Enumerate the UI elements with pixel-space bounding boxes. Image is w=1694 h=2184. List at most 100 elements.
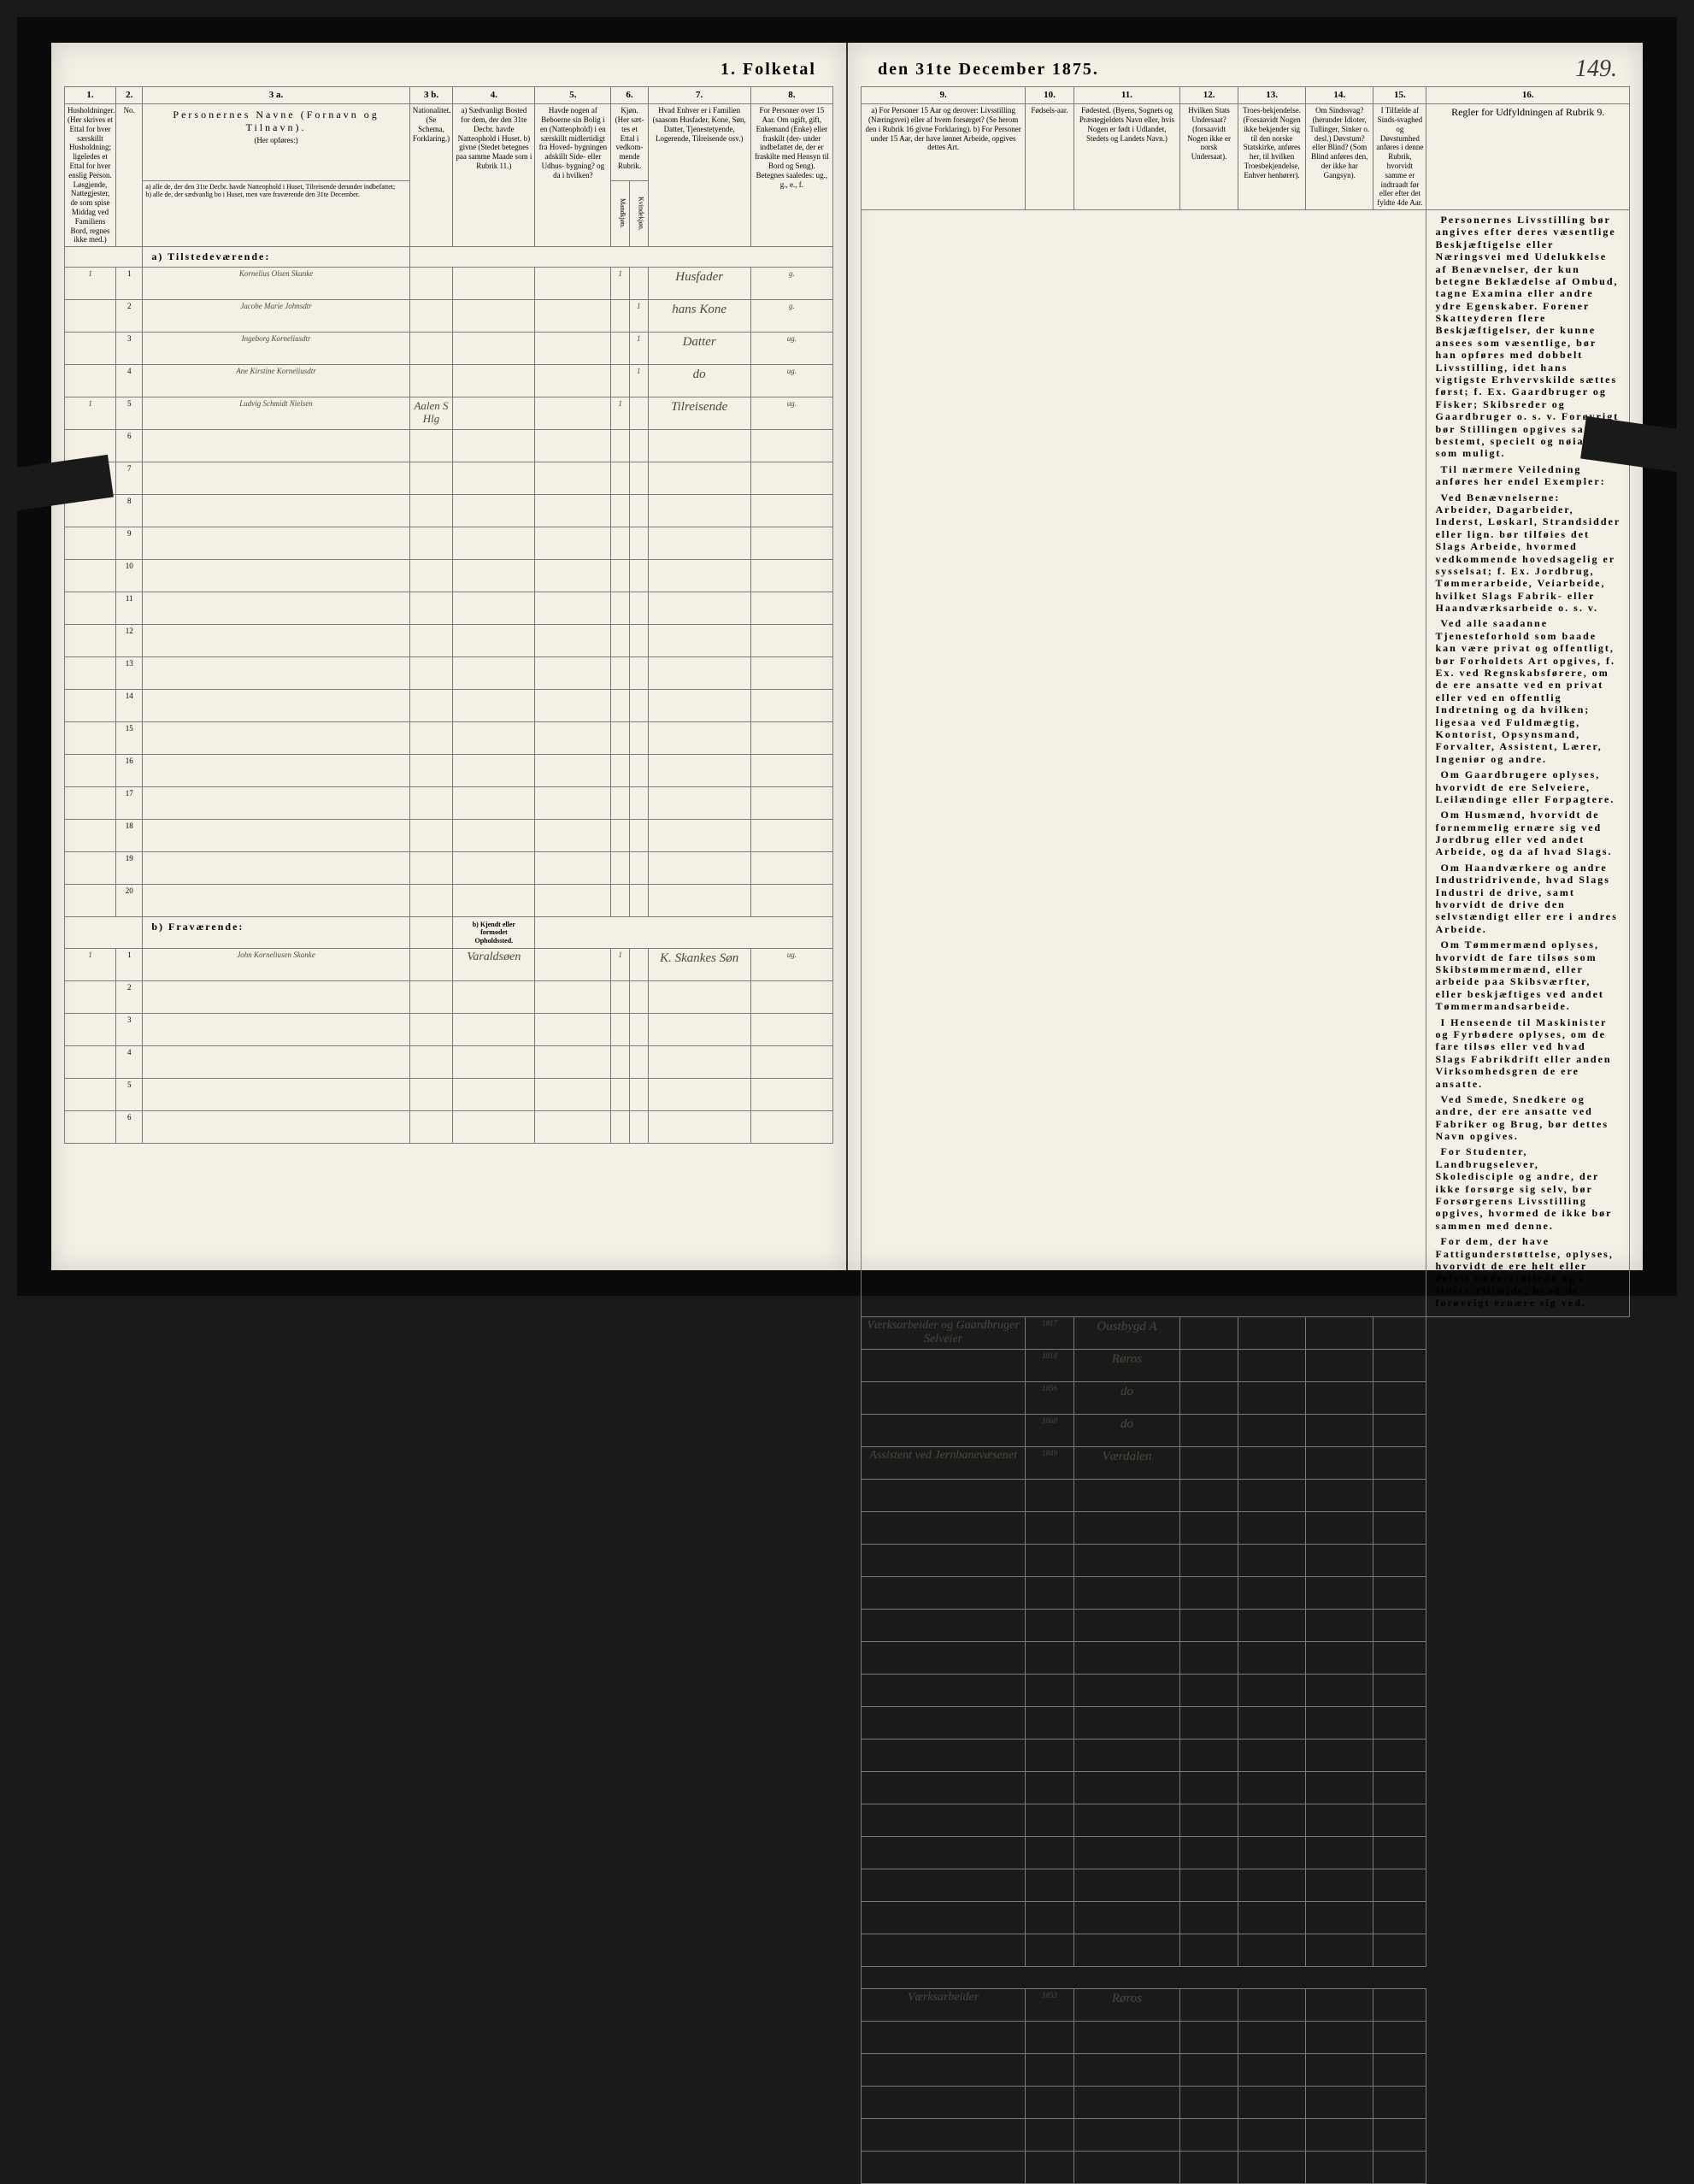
cell-hh	[65, 786, 116, 819]
table-row	[862, 1804, 1630, 1837]
cell-stat: ug.	[750, 397, 832, 429]
col-num: 5.	[535, 87, 611, 104]
cell-rownum: 11	[116, 592, 143, 624]
rules-paragraph: For Studenter, Landbrugselever, Skoledis…	[1435, 1145, 1620, 1232]
cell-male	[611, 721, 630, 754]
column-number-row: 1. 2. 3 a. 3 b. 4. 5. 6. 7. 8.	[65, 87, 833, 104]
cell-name	[143, 689, 409, 721]
table-row: 6	[65, 1111, 833, 1144]
cell-rownum: 9	[116, 527, 143, 559]
hdr-occ: a) For Personer 15 Aar og derover: Livss…	[862, 104, 1026, 210]
cell-occ	[862, 2152, 1026, 2184]
cell-disab	[1306, 1415, 1373, 1447]
cell-male	[611, 332, 630, 364]
cell-name	[143, 656, 409, 689]
section-b-label: b) Fraværende:	[143, 916, 409, 949]
cell-faith	[1238, 1350, 1305, 1382]
table-row: 1860 do	[862, 1415, 1630, 1447]
rules-paragraph: Til nærmere Veiledning anføres her endel…	[1435, 463, 1620, 488]
cell-place	[1073, 1675, 1179, 1707]
cell-male	[611, 462, 630, 494]
cell-occ	[862, 1740, 1026, 1772]
col-num: 11.	[1073, 87, 1179, 104]
cell-bld	[535, 299, 611, 332]
cell-female	[629, 754, 648, 786]
cell-bld	[535, 656, 611, 689]
table-row	[862, 1675, 1630, 1707]
cell-hh	[65, 884, 116, 916]
cell-res	[453, 559, 535, 592]
cell-occ: Assistent ved Jernbanevæsenet	[862, 1447, 1026, 1480]
cell-name	[143, 559, 409, 592]
cell-faith	[1238, 1415, 1305, 1447]
cell-faith	[1238, 1869, 1305, 1902]
hdr-stat: For Personer over 15 Aar. Om ugift, gift…	[750, 104, 832, 247]
hdr-faith: Troes-bekjendelse. (Forsaavidt Nogen ikk…	[1238, 104, 1305, 210]
cell-stat	[750, 689, 832, 721]
cell-fam	[648, 1111, 750, 1144]
cell-disab	[1306, 2119, 1373, 2152]
cell-female	[629, 949, 648, 981]
cell-nat	[409, 462, 452, 494]
section-a-header: a) Tilstedeværende:	[65, 247, 833, 267]
table-row: 4 Ane Kirstine Korneliusdtr 1 do ug.	[65, 364, 833, 397]
cell-name	[143, 527, 409, 559]
cell-bld	[535, 786, 611, 819]
cell-res	[453, 786, 535, 819]
cell-res	[453, 884, 535, 916]
cell-female: 1	[629, 364, 648, 397]
cell-nat	[409, 656, 452, 689]
cell-stat	[750, 462, 832, 494]
cell-female	[629, 624, 648, 656]
cell-place	[1073, 2054, 1179, 2087]
table-row: Værksarbeider og Gaardbruger Selveier 18…	[862, 1316, 1630, 1350]
cell-rownum: 14	[116, 689, 143, 721]
cell-res	[453, 267, 535, 299]
cell-hh	[65, 754, 116, 786]
section-b-col4-label: b) Kjendt eller formodet Opholdssted.	[453, 916, 535, 949]
cell-age4	[1373, 1837, 1426, 1869]
cell-stat	[750, 1014, 832, 1046]
cell-bld	[535, 1046, 611, 1079]
cell-res: Varaldsøen	[453, 949, 535, 981]
cell-fam: Husfader	[648, 267, 750, 299]
cell-hh	[65, 721, 116, 754]
cell-hh	[65, 299, 116, 332]
cell-year	[1026, 1837, 1074, 1869]
cell-place	[1073, 1642, 1179, 1675]
cell-occ	[862, 1577, 1026, 1610]
cell-rownum: 7	[116, 462, 143, 494]
section-b-spacer-r	[862, 1967, 1630, 1989]
hdr-disab: Om Sindssvag? (herunder Idioter, Tulling…	[1306, 104, 1373, 210]
cell-stat	[750, 981, 832, 1014]
hdr-bld: Havde nogen af Beboerne sin Bolig i en (…	[535, 104, 611, 247]
cell-place	[1073, 1577, 1179, 1610]
table-row	[862, 1577, 1630, 1610]
cell-stat	[750, 754, 832, 786]
table-row: 5	[65, 1079, 833, 1111]
cell-year	[1026, 2087, 1074, 2119]
cell-state	[1180, 2152, 1238, 2184]
hdr-rules: Regler for Udfyldningen af Rubrik 9.	[1426, 104, 1630, 210]
left-page: 1. Folketal 1. 2. 3 a. 3 b. 4. 5. 6. 7. …	[51, 43, 847, 1270]
section-a-label: a) Tilstedeværende:	[143, 247, 409, 267]
cell-hh	[65, 1014, 116, 1046]
cell-stat	[750, 1111, 832, 1144]
table-row	[862, 2022, 1630, 2054]
table-row: 19	[65, 851, 833, 884]
col-num: 8.	[750, 87, 832, 104]
table-row: 12	[65, 624, 833, 656]
cell-place	[1073, 1740, 1179, 1772]
cell-faith	[1238, 1675, 1305, 1707]
cell-age4	[1373, 1804, 1426, 1837]
cell-rownum: 20	[116, 884, 143, 916]
hdr-year: Fødsels-aar.	[1026, 104, 1074, 210]
cell-name: Ane Kirstine Korneliusdtr	[143, 364, 409, 397]
cell-state	[1180, 1740, 1238, 1772]
cell-male	[611, 851, 630, 884]
table-row	[862, 1642, 1630, 1675]
cell-state	[1180, 1415, 1238, 1447]
cell-disab	[1306, 1934, 1373, 1967]
cell-state	[1180, 1512, 1238, 1545]
cell-res	[453, 592, 535, 624]
